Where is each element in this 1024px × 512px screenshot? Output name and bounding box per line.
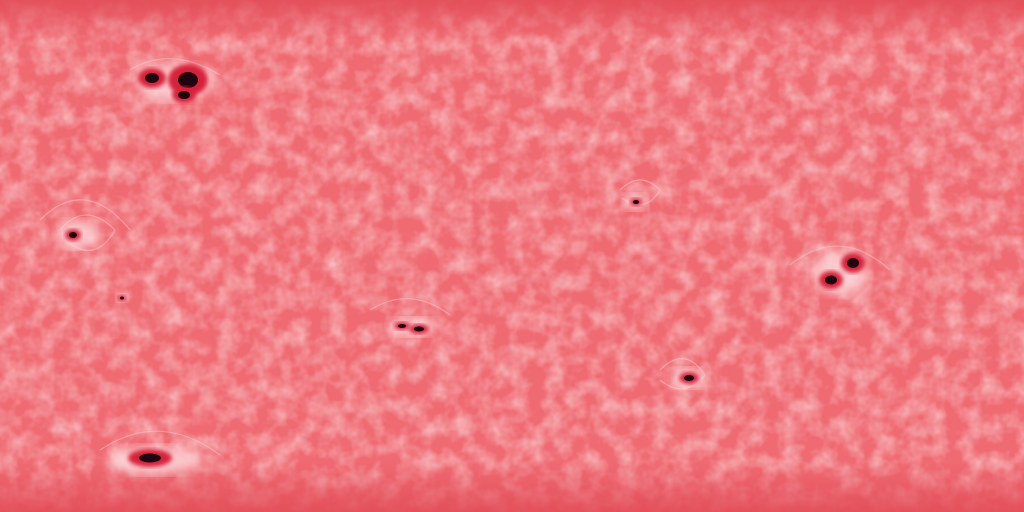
sunspot-north-center [623,194,647,210]
sunspot-group-north-west-umbra-1 [178,72,198,88]
sunspot-group-north-west-umbra-2 [178,91,190,99]
sunspot-south-west-umbra-0 [139,453,161,463]
sunspot-south-west [107,446,203,474]
sunspot-center [389,318,437,336]
sunspot-center-umbra-0 [398,324,406,328]
sunspot-layer [56,64,868,474]
sunspot-group-east [812,251,868,295]
sunspot-group-east-umbra-0 [825,275,837,285]
sunspot-group-north-west-umbra-0 [145,73,159,83]
sunspot-tiny-west-umbra-0 [120,296,124,300]
sunspot-west-limb [56,220,100,248]
sunspot-group-east-umbra-1 [847,258,859,268]
sunspot-center-umbra-1 [414,326,424,332]
sunspot-north-center-umbra-0 [633,200,639,204]
north-limb-band [0,0,1024,40]
sunspot-group-north-west [135,64,215,103]
sunspot-tiny-west [116,294,128,302]
sunspot-west-limb-umbra-0 [69,232,77,238]
sunspot-south-center [671,368,707,388]
sunspot-south-center-umbra-0 [684,375,694,381]
